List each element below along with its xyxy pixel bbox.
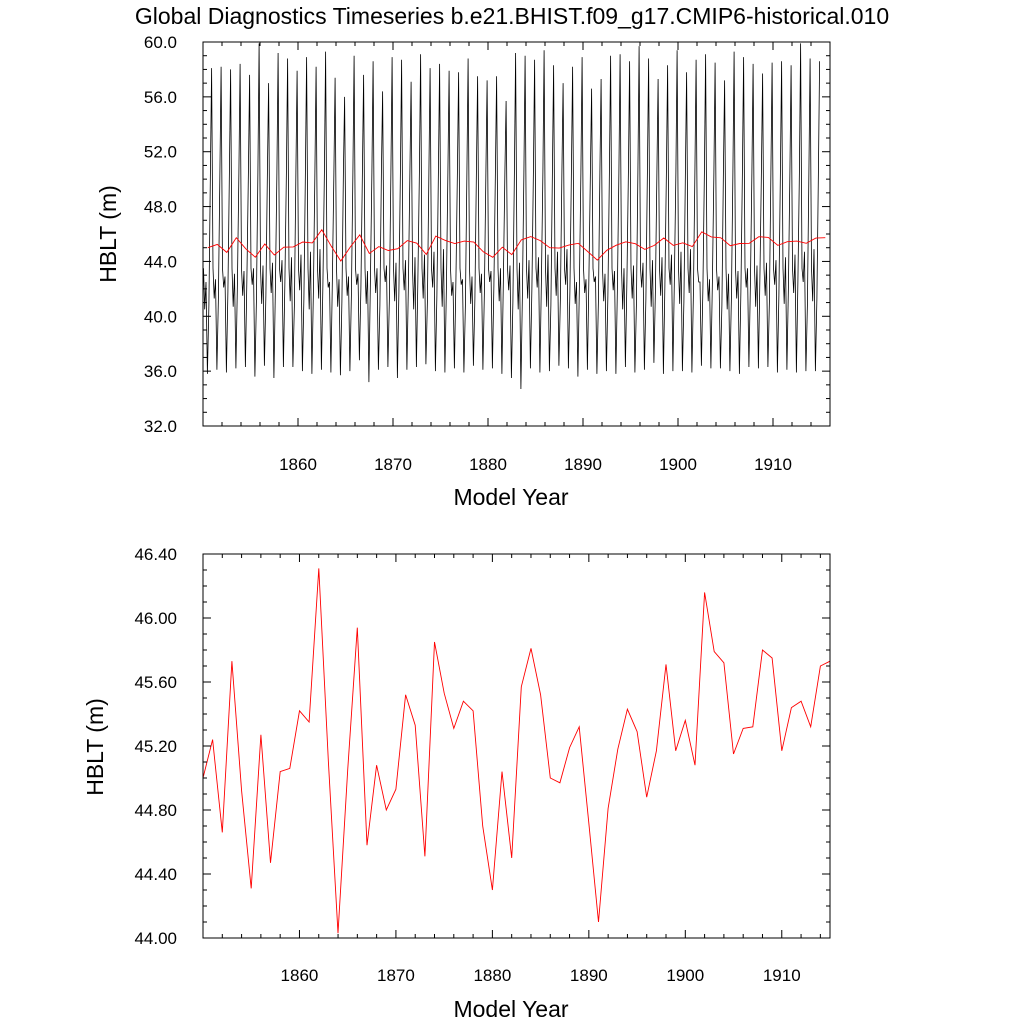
panel1-y-axis-label: HBLT (m) [95,185,121,283]
y-tick-label: 60.0 [144,33,177,52]
annual-mean-panel: 1860 1870 1880 1890 1900 1910 44.00 44.40 44.80… [82,545,831,1022]
y-tick-label: 44.80 [134,801,177,820]
monthly-series-line [203,43,820,390]
monthly-timeseries-panel: 1860 1870 1880 1890 1900 1910 32.0 36.0 40.0 44.… [95,33,831,510]
y-tick-label: 32.0 [144,417,177,436]
x-tick-label: 1880 [473,966,511,985]
panel2-series [202,568,831,934]
y-tick-label: 44.00 [134,929,177,948]
x-tick-label: 1910 [754,455,792,474]
y-tick-label: 36.0 [144,362,177,381]
x-tick-label: 1860 [281,966,319,985]
panel2-y-axis-label: HBLT (m) [82,698,108,796]
x-tick-label: 1880 [469,455,507,474]
y-tick-label: 45.20 [134,737,177,756]
y-tick-label: 40.0 [144,307,177,326]
panel1-series [203,43,826,390]
y-tick-label: 48.0 [144,198,177,217]
y-tick-label: 46.00 [134,609,177,628]
panel1-y-ticks: 32.0 36.0 40.0 44.0 48.0 52.0 56.0 60.0 [144,33,830,436]
x-tick-label: 1900 [659,455,697,474]
annual-mean-line-panel2 [202,568,831,934]
x-tick-label: 1890 [570,966,608,985]
panel1-x-axis-label: Model Year [453,484,568,510]
y-tick-label: 46.40 [134,545,177,564]
x-tick-label: 1870 [377,966,415,985]
y-tick-label: 44.40 [134,865,177,884]
figure-title: Global Diagnostics Timeseries b.e21.BHIS… [135,3,889,29]
panel2-x-axis-label: Model Year [453,996,568,1022]
x-tick-label: 1890 [564,455,602,474]
panel2-x-ticks: 1860 1870 1880 1890 1900 1910 [221,554,821,985]
y-tick-label: 56.0 [144,88,177,107]
panel2-y-ticks: 44.00 44.40 44.80 45.20 45.60 46.00 46.40 [134,545,830,948]
y-tick-label: 44.0 [144,252,177,271]
panel1-x-ticks: 1860 1870 1880 1890 1900 1910 [221,42,812,474]
y-tick-label: 52.0 [144,143,177,162]
annual-mean-line-panel1 [207,228,826,262]
x-tick-label: 1860 [279,455,317,474]
x-tick-label: 1870 [374,455,412,474]
panel2-frame [202,553,831,939]
x-tick-label: 1900 [666,966,704,985]
y-tick-label: 45.60 [134,673,177,692]
x-tick-label: 1910 [763,966,801,985]
